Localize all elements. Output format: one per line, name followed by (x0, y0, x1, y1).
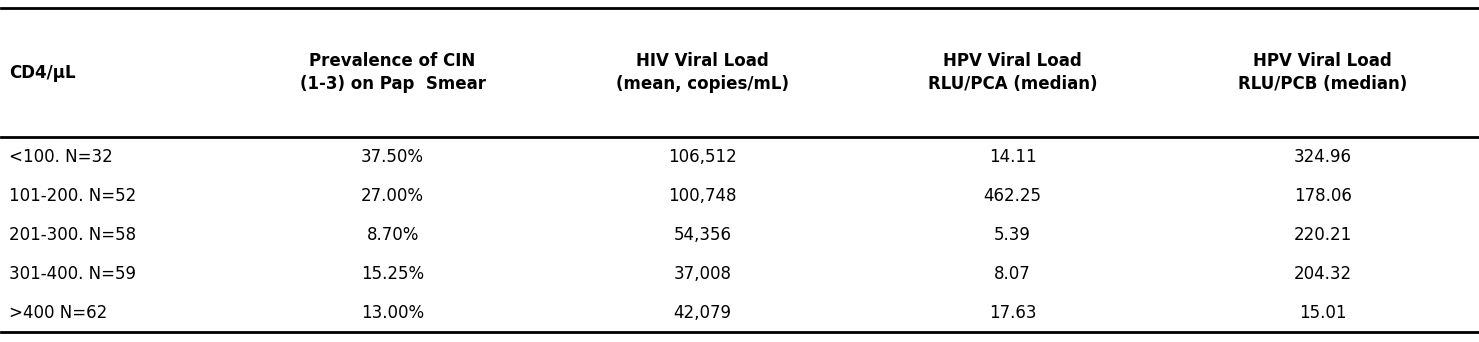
Text: 100,748: 100,748 (669, 187, 737, 205)
Text: HPV Viral Load
RLU/PCB (median): HPV Viral Load RLU/PCB (median) (1238, 52, 1407, 93)
Text: 54,356: 54,356 (673, 226, 732, 244)
Text: 220.21: 220.21 (1294, 226, 1352, 244)
Text: 178.06: 178.06 (1294, 187, 1352, 205)
Text: 301-400. N=59: 301-400. N=59 (9, 265, 136, 282)
Text: 201-300. N=58: 201-300. N=58 (9, 226, 136, 244)
Text: CD4/μL: CD4/μL (9, 64, 75, 82)
Text: HIV Viral Load
(mean, copies/mL): HIV Viral Load (mean, copies/mL) (617, 52, 790, 93)
Text: 15.25%: 15.25% (361, 265, 424, 282)
Text: >400 N=62: >400 N=62 (9, 304, 106, 321)
Text: 101-200. N=52: 101-200. N=52 (9, 187, 136, 205)
Text: 13.00%: 13.00% (361, 304, 424, 321)
Text: 324.96: 324.96 (1294, 148, 1352, 166)
Text: Prevalence of CIN
(1-3) on Pap  Smear: Prevalence of CIN (1-3) on Pap Smear (300, 52, 485, 93)
Text: 27.00%: 27.00% (361, 187, 424, 205)
Text: 5.39: 5.39 (994, 226, 1031, 244)
Text: HPV Viral Load
RLU/PCA (median): HPV Viral Load RLU/PCA (median) (927, 52, 1097, 93)
Text: 14.11: 14.11 (989, 148, 1037, 166)
Text: 8.70%: 8.70% (367, 226, 419, 244)
Text: 17.63: 17.63 (989, 304, 1037, 321)
Text: 37.50%: 37.50% (361, 148, 424, 166)
Text: 106,512: 106,512 (669, 148, 737, 166)
Text: <100. N=32: <100. N=32 (9, 148, 112, 166)
Text: 8.07: 8.07 (994, 265, 1031, 282)
Text: 37,008: 37,008 (673, 265, 732, 282)
Text: 204.32: 204.32 (1294, 265, 1352, 282)
Text: 462.25: 462.25 (984, 187, 1041, 205)
Text: 42,079: 42,079 (673, 304, 732, 321)
Text: 15.01: 15.01 (1299, 304, 1346, 321)
